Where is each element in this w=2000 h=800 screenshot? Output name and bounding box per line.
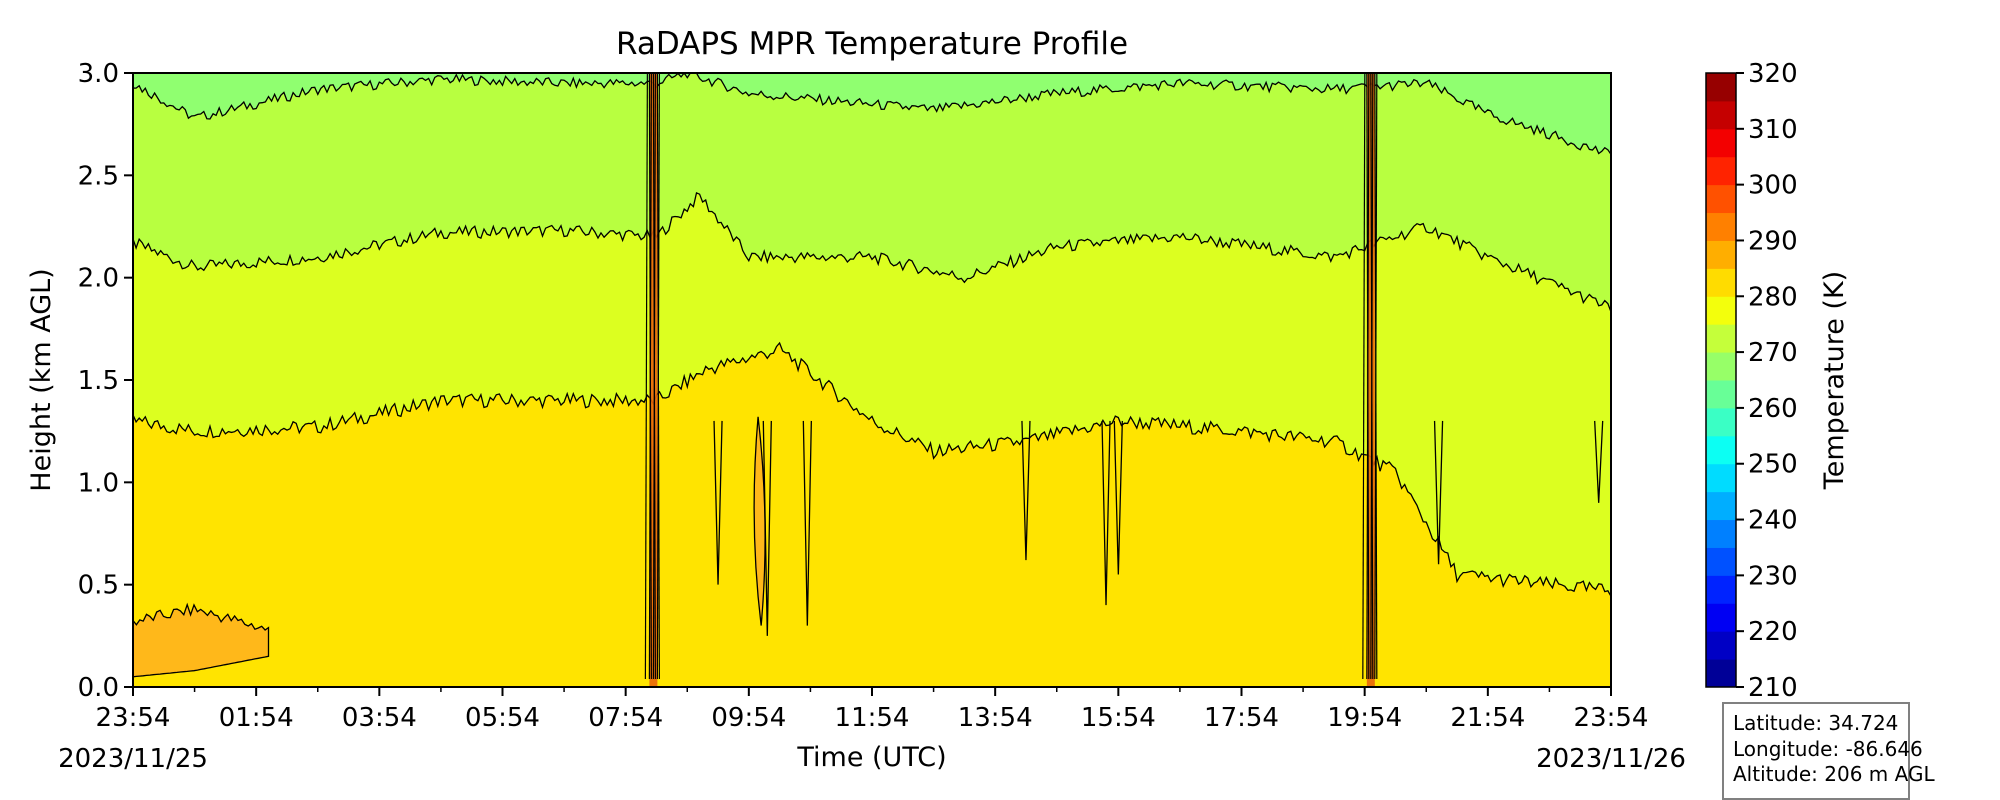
x-tick-label: 11:54 (835, 703, 910, 733)
colorbar-level (1706, 240, 1736, 269)
contour-spike (1594, 420, 1604, 503)
colorbar-level (1706, 212, 1736, 241)
x-tick-label: 17:54 (1204, 703, 1279, 733)
colorbar-level (1706, 435, 1736, 465)
colorbar-tick-label: 280 (1748, 282, 1798, 312)
colorbar-level (1706, 324, 1736, 353)
colorbar-level (1706, 100, 1736, 130)
y-axis-title: Height (km AGL) (26, 268, 57, 491)
x-tick-label: 13:54 (958, 703, 1033, 733)
artifact-streak-2000 (1366, 73, 1375, 687)
x-axis-title: Time (UTC) (796, 742, 946, 773)
y-tick-label: 0.0 (78, 673, 119, 703)
colorbar-tick-label: 290 (1748, 226, 1798, 256)
colorbar-level (1706, 519, 1736, 548)
colorbar-level (1706, 380, 1736, 409)
y-tick-label: 2.0 (78, 264, 119, 294)
colorbar-title: Temperature (K) (1819, 271, 1850, 490)
x-tick-label: 09:54 (711, 703, 786, 733)
plot-area (133, 73, 1611, 687)
colorbar-level (1706, 268, 1736, 297)
artifact-streak-0830-edge (656, 73, 660, 680)
x-tick-label: 05:54 (465, 703, 540, 733)
latitude-text: Latitude: 34.724 (1733, 711, 1899, 735)
warm-surface-region (133, 602, 270, 678)
colorbar-level (1706, 352, 1736, 381)
colorbar-level (1706, 631, 1736, 660)
colorbar-level (1706, 463, 1736, 493)
artifact-streak-2000-edge (1366, 73, 1370, 680)
x-tick-label: 15:54 (1081, 703, 1156, 733)
x-tick-label: 07:54 (588, 703, 663, 733)
colorbar-tick-label: 310 (1748, 115, 1798, 145)
artifact-streak-0830-edge (648, 73, 652, 680)
colorbar-tick-label: 320 (1748, 59, 1798, 89)
contour-spike (762, 420, 772, 636)
x-tick-label: 01:54 (219, 703, 294, 733)
warm-lens-region (753, 416, 766, 626)
colorbar-level (1706, 128, 1736, 158)
colorbar-frame (1705, 72, 1737, 688)
y-tick-label: 2.5 (78, 161, 119, 191)
chart-title: RaDAPS MPR Temperature Profile (616, 26, 1128, 62)
artifact-streak-0830-edge (644, 73, 648, 680)
colorbar: 210 220 230 240 250 260 270 280 290 300 310 320 (1705, 59, 1798, 703)
artifact-streak-0830 (649, 73, 658, 687)
x-tick-label: 21:54 (1450, 703, 1525, 733)
colorbar-level (1706, 296, 1736, 325)
contour-spike (713, 420, 723, 585)
contour-line-275k (133, 341, 1611, 597)
contour-spike (1021, 420, 1031, 561)
colorbar-level (1706, 156, 1736, 186)
artifact-streak-0830-edge (652, 73, 656, 680)
colorbar-tick-label: 300 (1748, 171, 1798, 201)
artifact-streak-2000-edge (1370, 73, 1374, 680)
colorbar-level (1706, 575, 1736, 604)
artifact-streak-2000-edge (1374, 73, 1378, 680)
colorbar-level (1706, 603, 1736, 632)
colorbar-tick-label: 250 (1748, 450, 1798, 480)
colorbar-level (1706, 547, 1736, 576)
x-axis: 23:54 01:54 03:54 05:54 07:54 09:54 11:54 13:54… (96, 687, 1649, 733)
colorbar-tick-label: 210 (1748, 673, 1798, 703)
colorbar-tick-label: 220 (1748, 617, 1798, 647)
colorbar-tick-label: 230 (1748, 561, 1798, 591)
contour-spike (1433, 420, 1444, 565)
contour-spike (1113, 420, 1123, 575)
contour-spike (1101, 420, 1111, 606)
colorbar-tick-label: 260 (1748, 394, 1798, 424)
x-tick-label: 19:54 (1327, 703, 1402, 733)
x-start-date: 2023/11/25 (58, 744, 208, 774)
y-tick-label: 3.0 (78, 59, 119, 89)
y-axis: 0.0 0.5 1.0 1.5 2.0 2.5 3.0 (78, 59, 133, 703)
colorbar-level (1706, 491, 1736, 521)
colorbar-level (1706, 407, 1736, 437)
colorbar-tick-label: 240 (1748, 506, 1798, 536)
colorbar-tick-label: 270 (1748, 338, 1798, 368)
x-tick-label: 23:54 (1574, 703, 1649, 733)
contour-spike (802, 420, 812, 626)
band-280k (133, 343, 1611, 687)
artifact-streak-2000-edge (1362, 73, 1366, 680)
y-tick-label: 1.0 (78, 468, 119, 498)
x-tick-label: 03:54 (342, 703, 417, 733)
longitude-text: Longitude: -86.646 (1733, 736, 1923, 761)
x-tick-label: 23:54 (96, 703, 171, 733)
x-end-date: 2023/11/26 (1536, 744, 1686, 774)
colorbar-level (1706, 659, 1736, 688)
y-tick-label: 1.5 (78, 366, 119, 396)
y-tick-label: 0.5 (78, 571, 119, 601)
location-info-box: Latitude: 34.724 Longitude: -86.646 Alti… (1722, 702, 1935, 800)
colorbar-level (1706, 73, 1736, 102)
colorbar-level (1706, 184, 1736, 214)
altitude-text: Altitude: 206 m AGL (1733, 762, 1935, 786)
